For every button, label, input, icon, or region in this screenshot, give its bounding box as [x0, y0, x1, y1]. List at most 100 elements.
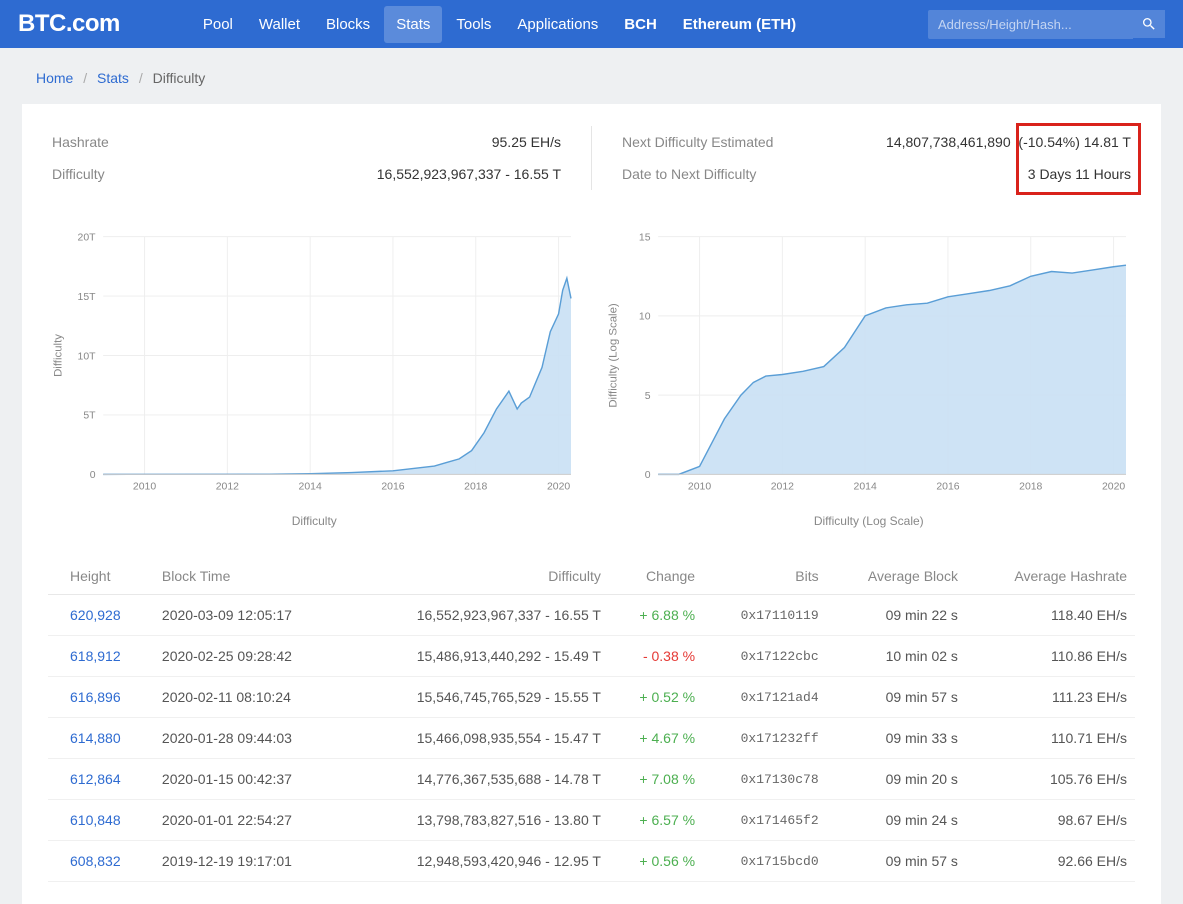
chart-svg-1: 05T10T15T20T201020122014201620182020Diff…	[48, 220, 581, 510]
chart-svg-2: 051015201020122014201620182020Difficulty…	[603, 220, 1136, 510]
cell-diff: 12,948,593,420,946 - 12.95 T	[346, 841, 609, 882]
svg-text:2020: 2020	[1101, 482, 1124, 493]
content-card: Hashrate 95.25 EH/s Difficulty 16,552,92…	[22, 104, 1161, 904]
cell-diff: 16,552,923,967,337 - 16.55 T	[346, 595, 609, 636]
cell-avg-hash: 110.71 EH/s	[966, 718, 1135, 759]
table-col-blocktime: Block Time	[154, 558, 346, 595]
cell-change: + 0.52 %	[609, 677, 703, 718]
height-link[interactable]: 618,912	[70, 648, 121, 664]
svg-text:5T: 5T	[83, 411, 96, 422]
table-col-difficulty: Difficulty	[346, 558, 609, 595]
date-next-label: Date to Next Difficulty	[622, 166, 756, 182]
nav-blocks[interactable]: Blocks	[314, 6, 382, 43]
next-diff-raw: 14,807,738,461,890	[886, 134, 1011, 150]
cell-avg-block: 09 min 24 s	[827, 800, 966, 841]
breadcrumb-home[interactable]: Home	[36, 70, 73, 86]
svg-text:5: 5	[644, 391, 650, 402]
height-link[interactable]: 608,832	[70, 853, 121, 869]
svg-text:15T: 15T	[78, 292, 97, 303]
main-header: BTC.com PoolWalletBlocksStatsToolsApplic…	[0, 0, 1183, 48]
cell-time: 2019-12-19 19:17:01	[154, 841, 346, 882]
nav-pool[interactable]: Pool	[191, 6, 245, 43]
svg-text:2014: 2014	[299, 482, 322, 493]
table-col-bits: Bits	[703, 558, 827, 595]
cell-avg-block: 09 min 57 s	[827, 841, 966, 882]
difficulty-table: HeightBlock TimeDifficultyChangeBitsAver…	[48, 558, 1135, 882]
cell-avg-block: 09 min 57 s	[827, 677, 966, 718]
table-row: 612,864 2020-01-15 00:42:37 14,776,367,5…	[48, 759, 1135, 800]
cell-avg-hash: 111.23 EH/s	[966, 677, 1135, 718]
stats-left: Hashrate 95.25 EH/s Difficulty 16,552,92…	[48, 126, 592, 190]
svg-text:2012: 2012	[770, 482, 793, 493]
cell-diff: 14,776,367,535,688 - 14.78 T	[346, 759, 609, 800]
cell-avg-block: 10 min 02 s	[827, 636, 966, 677]
stats-row: Hashrate 95.25 EH/s Difficulty 16,552,92…	[48, 126, 1135, 190]
chart-difficulty: 05T10T15T20T201020122014201620182020Diff…	[48, 220, 581, 528]
logo[interactable]: BTC.com	[18, 10, 120, 38]
nav-ethereumeth[interactable]: Ethereum (ETH)	[671, 6, 808, 43]
height-link[interactable]: 610,848	[70, 812, 121, 828]
svg-text:20T: 20T	[78, 232, 97, 243]
search-icon	[1141, 16, 1157, 32]
cell-change: + 6.88 %	[609, 595, 703, 636]
stats-right: Next Difficulty Estimated 14,807,738,461…	[592, 126, 1135, 190]
cell-avg-hash: 92.66 EH/s	[966, 841, 1135, 882]
cell-diff: 13,798,783,827,516 - 13.80 T	[346, 800, 609, 841]
table-row: 610,848 2020-01-01 22:54:27 13,798,783,8…	[48, 800, 1135, 841]
cell-avg-block: 09 min 20 s	[827, 759, 966, 800]
nav-bch[interactable]: BCH	[612, 6, 669, 43]
difficulty-value: 16,552,923,967,337 - 16.55 T	[377, 166, 561, 182]
table-col-change: Change	[609, 558, 703, 595]
search-wrap	[928, 10, 1165, 39]
table-col-height: Height	[48, 558, 154, 595]
cell-time: 2020-03-09 12:05:17	[154, 595, 346, 636]
height-link[interactable]: 616,896	[70, 689, 121, 705]
cell-bits: 0x171465f2	[703, 800, 827, 841]
chart-title-1: Difficulty	[48, 514, 581, 528]
svg-text:2016: 2016	[936, 482, 959, 493]
svg-text:0: 0	[644, 470, 650, 481]
next-diff-change: (-10.54%) 14.81 T	[1018, 134, 1131, 150]
svg-text:2018: 2018	[1019, 482, 1042, 493]
cell-change: + 0.56 %	[609, 841, 703, 882]
breadcrumb-current: Difficulty	[153, 70, 206, 86]
cell-bits: 0x17122cbc	[703, 636, 827, 677]
cell-diff: 15,486,913,440,292 - 15.49 T	[346, 636, 609, 677]
table-header-row: HeightBlock TimeDifficultyChangeBitsAver…	[48, 558, 1135, 595]
breadcrumb-stats[interactable]: Stats	[97, 70, 129, 86]
svg-text:2012: 2012	[216, 482, 239, 493]
nav-stats[interactable]: Stats	[384, 6, 442, 43]
table-row: 616,896 2020-02-11 08:10:24 15,546,745,7…	[48, 677, 1135, 718]
difficulty-table-wrap: HeightBlock TimeDifficultyChangeBitsAver…	[48, 558, 1135, 882]
breadcrumb-sep: /	[139, 70, 143, 86]
table-row: 618,912 2020-02-25 09:28:42 15,486,913,4…	[48, 636, 1135, 677]
cell-time: 2020-02-11 08:10:24	[154, 677, 346, 718]
nav-applications[interactable]: Applications	[505, 6, 610, 43]
svg-text:10: 10	[638, 312, 650, 323]
svg-text:15: 15	[638, 232, 650, 243]
next-diff-label: Next Difficulty Estimated	[622, 134, 773, 150]
table-row: 608,832 2019-12-19 19:17:01 12,948,593,4…	[48, 841, 1135, 882]
cell-avg-hash: 118.40 EH/s	[966, 595, 1135, 636]
cell-time: 2020-01-28 09:44:03	[154, 718, 346, 759]
cell-time: 2020-01-15 00:42:37	[154, 759, 346, 800]
height-link[interactable]: 612,864	[70, 771, 121, 787]
svg-text:Difficulty (Log Scale): Difficulty (Log Scale)	[607, 303, 619, 408]
nav-tools[interactable]: Tools	[444, 6, 503, 43]
height-link[interactable]: 620,928	[70, 607, 121, 623]
cell-avg-block: 09 min 22 s	[827, 595, 966, 636]
nav-wallet[interactable]: Wallet	[247, 6, 312, 43]
svg-text:2010: 2010	[687, 482, 710, 493]
cell-change: + 4.67 %	[609, 718, 703, 759]
cell-change: + 6.57 %	[609, 800, 703, 841]
date-next-value: 3 Days 11 Hours	[1028, 166, 1131, 182]
search-button[interactable]	[1133, 10, 1165, 38]
svg-text:2018: 2018	[464, 482, 487, 493]
search-input[interactable]	[928, 10, 1133, 39]
height-link[interactable]: 614,880	[70, 730, 121, 746]
cell-bits: 0x17110119	[703, 595, 827, 636]
breadcrumb: Home / Stats / Difficulty	[0, 48, 1183, 104]
cell-time: 2020-02-25 09:28:42	[154, 636, 346, 677]
hashrate-label: Hashrate	[52, 134, 109, 150]
cell-avg-hash: 110.86 EH/s	[966, 636, 1135, 677]
